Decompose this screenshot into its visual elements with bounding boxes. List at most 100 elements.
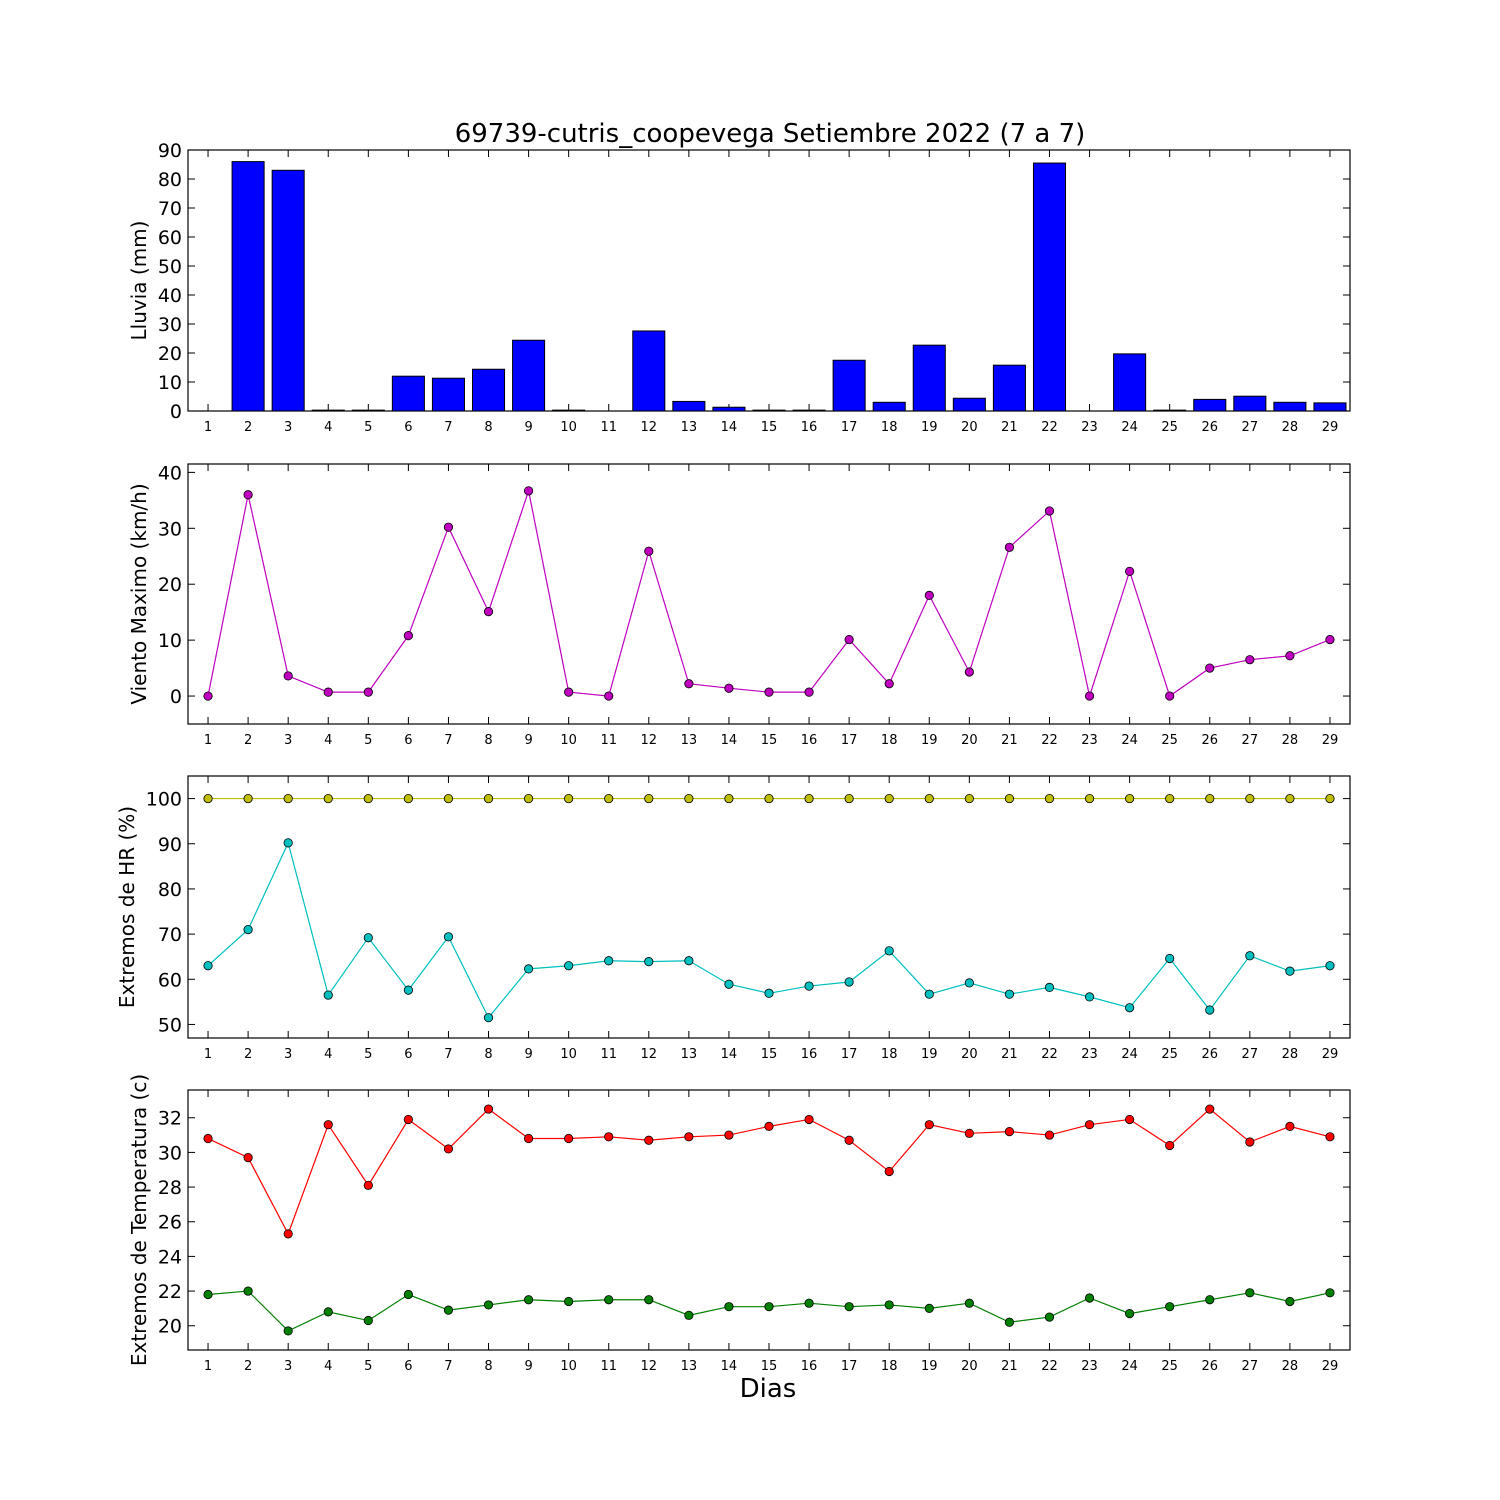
data-point xyxy=(1125,566,1135,576)
data-point xyxy=(564,687,574,697)
bar xyxy=(712,406,746,412)
data-point xyxy=(564,1133,574,1144)
x-tick-label: 15 xyxy=(761,420,778,435)
x-tick-label: 2 xyxy=(244,420,252,435)
bar xyxy=(391,375,425,412)
data-point xyxy=(804,793,814,804)
x-tick-label: 29 xyxy=(1322,420,1339,435)
x-tick-label: 23 xyxy=(1081,420,1098,435)
y-tick-label: 28 xyxy=(158,1177,182,1199)
x-tick-label: 24 xyxy=(1121,420,1138,435)
y-tick-label: 26 xyxy=(158,1212,182,1234)
x-tick-label: 10 xyxy=(560,420,577,435)
bar xyxy=(231,161,265,412)
x-tick-label: 29 xyxy=(1322,1047,1339,1062)
data-point xyxy=(644,957,654,967)
y-tick-label: 20 xyxy=(158,343,182,365)
x-tick-label: 9 xyxy=(524,1359,532,1374)
data-point xyxy=(844,1302,854,1312)
bar xyxy=(431,377,465,412)
y-tick-label: 70 xyxy=(158,198,182,220)
data-point xyxy=(523,793,534,804)
x-tick-label: 21 xyxy=(1001,733,1018,748)
y-axis-label: Extremos de HR (%) xyxy=(115,806,139,1008)
x-tick-label: 17 xyxy=(841,1359,858,1374)
data-point xyxy=(1004,542,1015,552)
data-point xyxy=(283,838,293,848)
data-point xyxy=(1084,1293,1095,1303)
data-point xyxy=(363,687,373,697)
data-point xyxy=(964,793,974,804)
data-point xyxy=(403,793,413,804)
x-tick-label: 6 xyxy=(404,733,412,748)
x-tick-label: 14 xyxy=(721,733,738,748)
data-point xyxy=(1245,1137,1255,1147)
data-point xyxy=(1084,992,1095,1002)
data-point xyxy=(323,687,333,697)
data-point xyxy=(443,932,454,942)
data-point xyxy=(443,1144,454,1154)
x-tick-label: 17 xyxy=(841,1047,858,1062)
x-tick-label: 10 xyxy=(560,1047,577,1062)
y-tick-label: 10 xyxy=(158,630,182,652)
data-point xyxy=(1125,1309,1135,1319)
data-point xyxy=(964,1298,974,1308)
data-point xyxy=(1205,663,1215,673)
data-point xyxy=(1165,691,1175,701)
data-point xyxy=(1285,1296,1295,1307)
data-point xyxy=(363,1180,373,1190)
x-tick-label: 7 xyxy=(444,733,452,748)
data-point xyxy=(1084,691,1095,701)
x-tick-label: 2 xyxy=(244,1047,252,1062)
x-tick-label: 5 xyxy=(364,733,372,748)
y-tick-label: 20 xyxy=(158,1316,182,1338)
data-point xyxy=(764,988,774,998)
y-tick-label: 100 xyxy=(146,789,182,811)
data-point xyxy=(523,486,534,496)
x-tick-label: 1 xyxy=(204,1359,212,1374)
data-point xyxy=(1004,1317,1015,1327)
data-point xyxy=(1285,793,1295,804)
x-tick-label: 4 xyxy=(324,1359,332,1374)
bar xyxy=(952,397,986,412)
data-point xyxy=(924,989,934,999)
x-tick-label: 24 xyxy=(1121,1047,1138,1062)
y-tick-label: 0 xyxy=(170,686,182,708)
x-tick-label: 25 xyxy=(1161,1047,1178,1062)
x-tick-label: 10 xyxy=(560,733,577,748)
bar xyxy=(1032,162,1067,412)
data-point xyxy=(964,1128,974,1138)
data-point xyxy=(724,683,734,693)
data-point xyxy=(804,981,814,991)
x-tick-label: 17 xyxy=(841,733,858,748)
data-point xyxy=(644,793,654,804)
data-point xyxy=(564,793,574,804)
data-point xyxy=(804,1298,814,1308)
x-tick-label: 14 xyxy=(721,1047,738,1062)
bar xyxy=(471,368,506,412)
data-point xyxy=(1084,793,1095,804)
data-point xyxy=(684,679,694,689)
x-tick-label: 5 xyxy=(364,420,372,435)
data-point xyxy=(644,1295,654,1305)
x-tick-label: 22 xyxy=(1041,420,1058,435)
data-point xyxy=(1325,961,1335,971)
x-tick-label: 24 xyxy=(1121,1359,1138,1374)
y-tick-label: 30 xyxy=(158,518,182,540)
data-point xyxy=(323,990,333,1000)
x-tick-label: 22 xyxy=(1041,1359,1058,1374)
x-tick-label: 25 xyxy=(1161,1359,1178,1374)
bar xyxy=(1313,402,1347,412)
data-point xyxy=(323,1307,333,1317)
data-point xyxy=(283,671,293,681)
x-tick-label: 5 xyxy=(364,1047,372,1062)
bar xyxy=(872,401,906,412)
data-point xyxy=(924,1303,934,1314)
x-tick-label: 21 xyxy=(1001,1359,1018,1374)
x-tick-label: 18 xyxy=(881,733,898,748)
x-tick-label: 25 xyxy=(1161,733,1178,748)
bar xyxy=(752,409,786,412)
